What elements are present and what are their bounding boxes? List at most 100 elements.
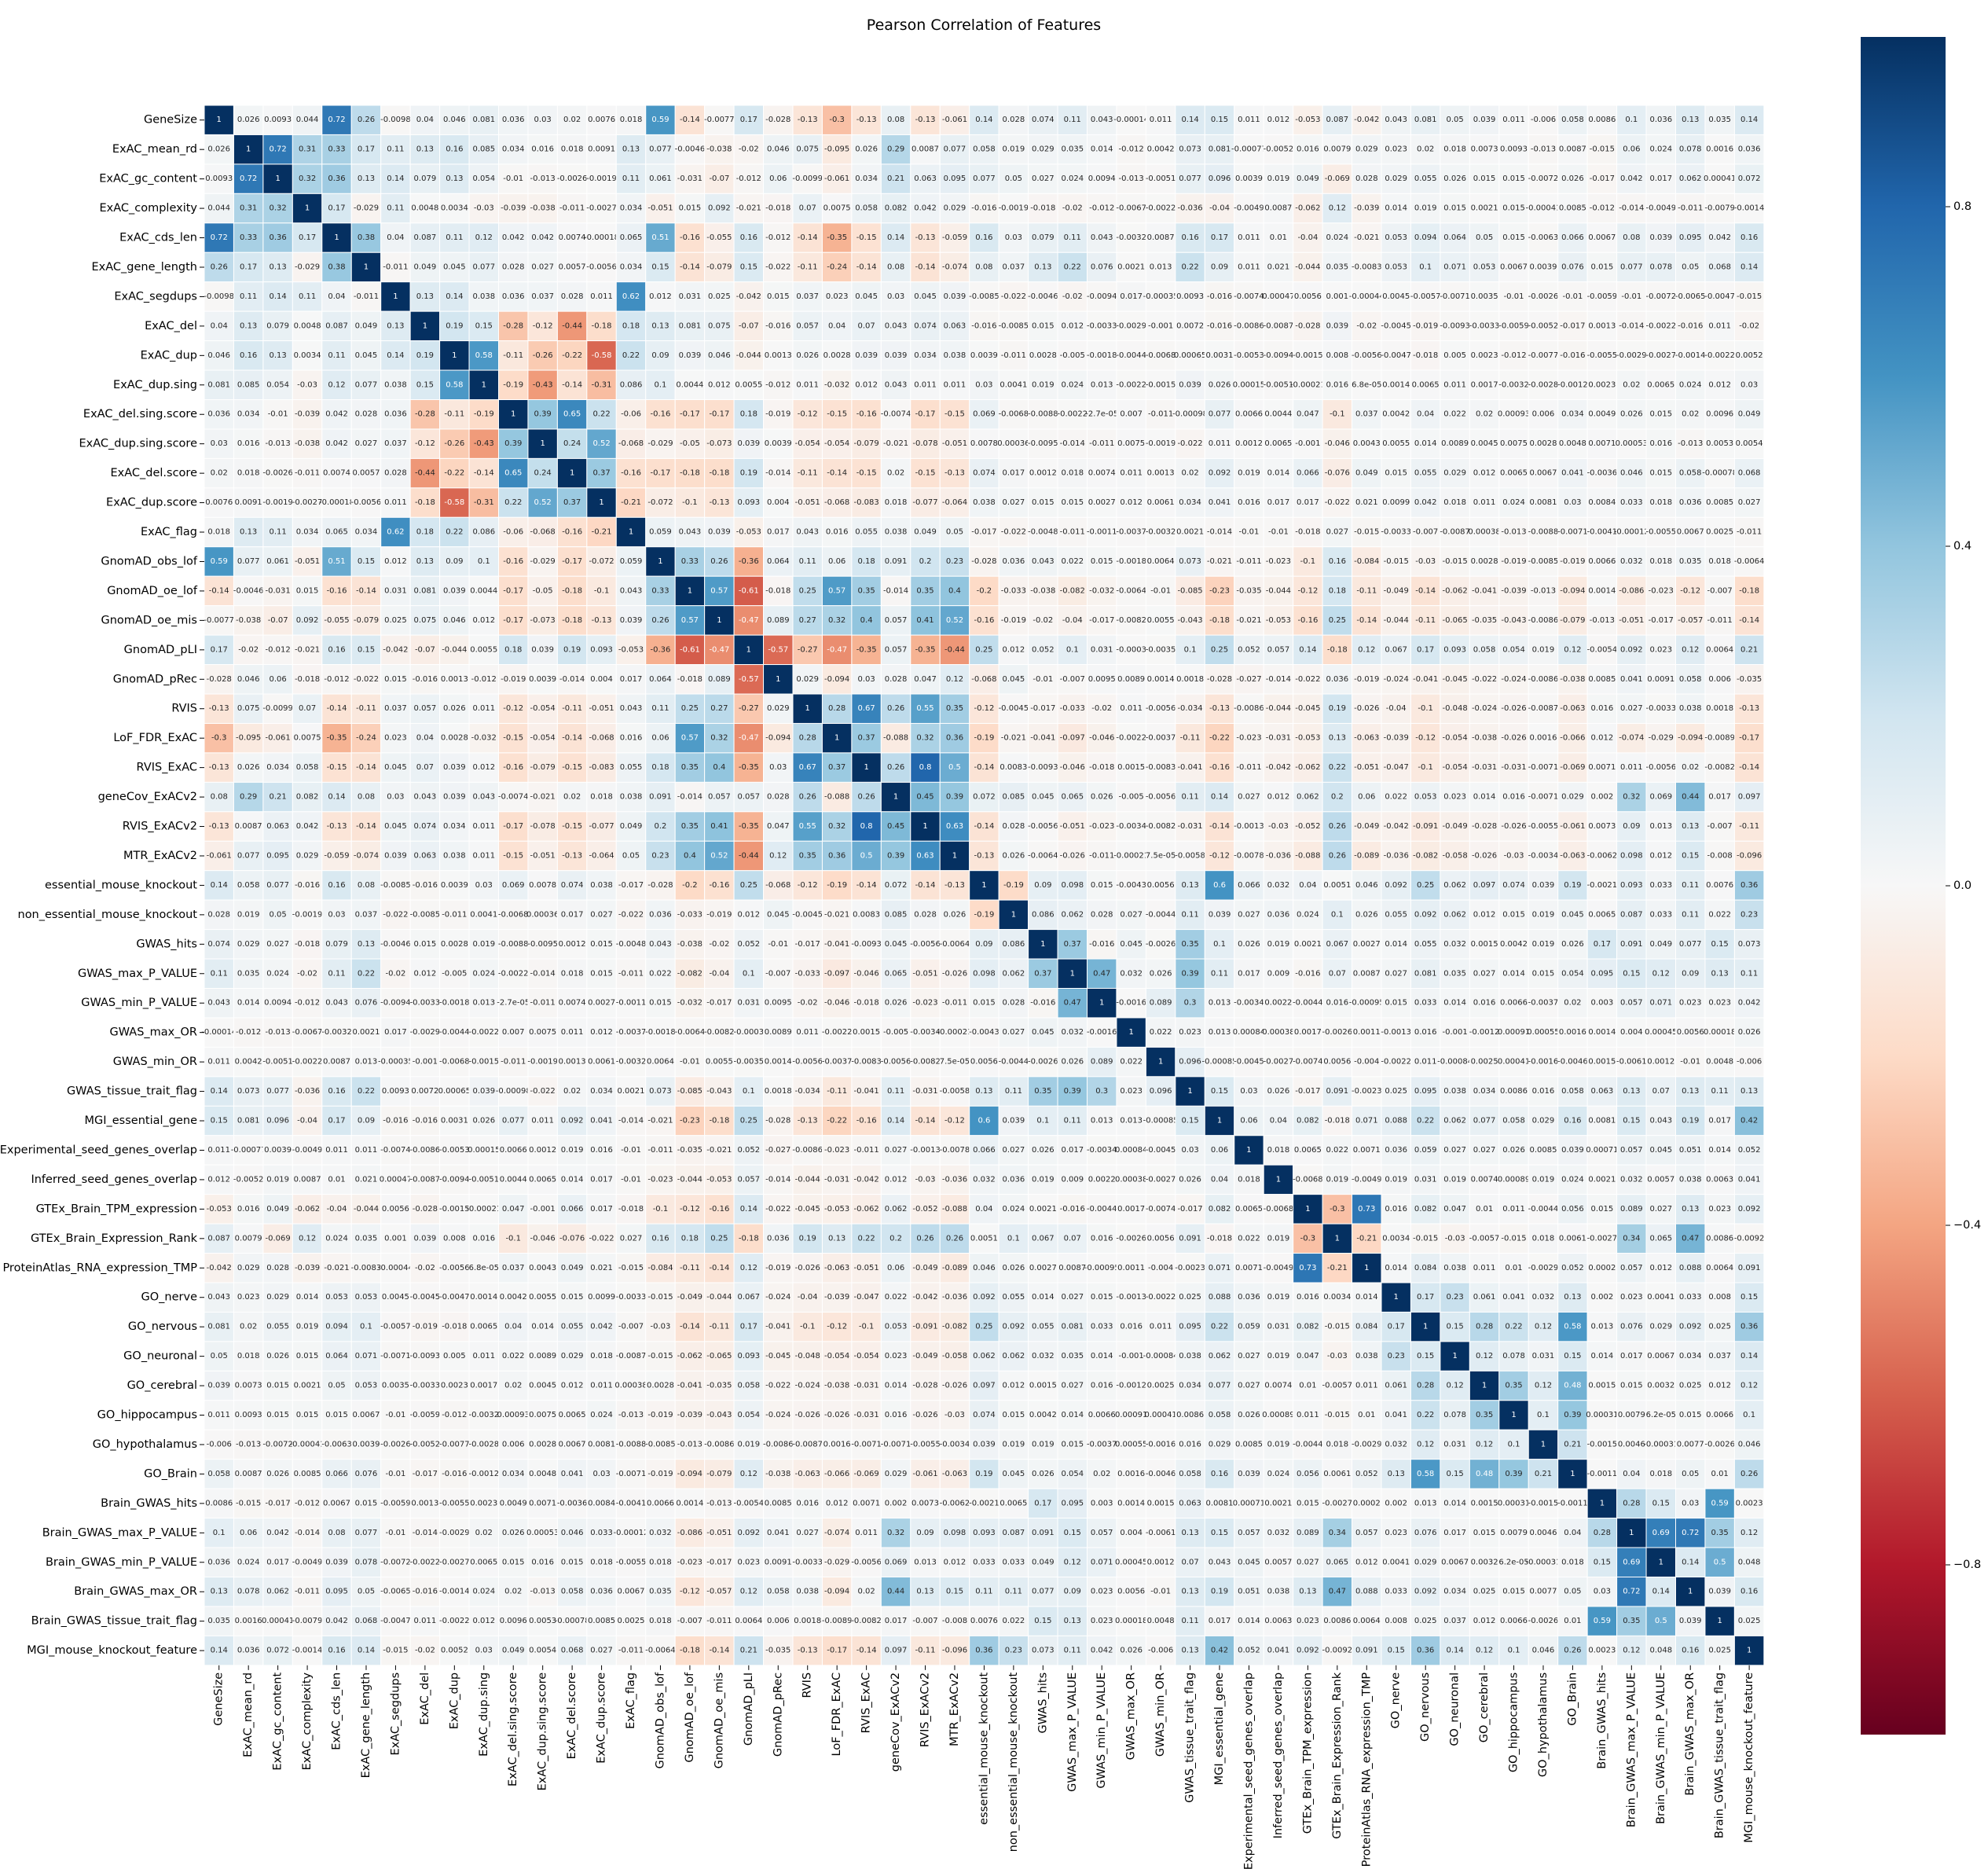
cell-value-label: 0.0044 bbox=[676, 380, 703, 389]
heatmap-cell bbox=[586, 105, 617, 135]
cell-value-label: -0.036 bbox=[1384, 851, 1409, 860]
cell-value-label: 0.019 bbox=[1532, 910, 1555, 919]
cell-value-label: -0.017 bbox=[1030, 704, 1055, 713]
cell-value-label: -0.15 bbox=[856, 469, 877, 478]
cell-value-label: 0.039 bbox=[443, 793, 466, 802]
cell-value-label: 0.088 bbox=[1209, 1293, 1231, 1302]
cell-value-label: 0.003 bbox=[1591, 999, 1614, 1008]
cell-value-label: 0.1 bbox=[1743, 1411, 1755, 1419]
cell-value-label: 0.042 bbox=[502, 233, 525, 242]
cell-value-label: -0.0082 bbox=[704, 1028, 735, 1037]
cell-value-label: 0.0091 bbox=[588, 145, 615, 154]
cell-value-label: 0.015 bbox=[296, 1352, 319, 1360]
cell-value-label: -0.0053 bbox=[1234, 351, 1264, 360]
cell-value-label: 1 bbox=[1364, 1264, 1369, 1272]
cell-value-label: 0.0072 bbox=[411, 1087, 438, 1096]
cell-value-label: 0.019 bbox=[296, 1323, 319, 1331]
cell-value-label: -0.018 bbox=[854, 999, 879, 1008]
cell-value-label: -0.0064 bbox=[1116, 586, 1146, 595]
cell-value-label: -0.0049 bbox=[292, 1146, 323, 1155]
cell-value-label: -0.00077 bbox=[231, 1146, 266, 1155]
cell-value-label: 0.01 bbox=[1711, 1470, 1729, 1478]
cell-value-label: 0.054 bbox=[738, 1411, 761, 1419]
cell-value-label: -0.0027 bbox=[1587, 1234, 1618, 1243]
cell-value-label: -0.041 bbox=[1472, 586, 1497, 595]
cell-value-label: 0.015 bbox=[1502, 233, 1525, 242]
cell-value-label: -0.029 bbox=[1649, 734, 1674, 743]
cell-value-label: 0.11 bbox=[328, 969, 345, 978]
cell-value-label: -0.13 bbox=[327, 822, 347, 831]
cell-value-label: 0.025 bbox=[1385, 1087, 1407, 1096]
cell-value-label: 0.043 bbox=[885, 380, 908, 389]
cell-value-label: -0.01 bbox=[1621, 292, 1641, 301]
cell-value-label: 0.0061 bbox=[1323, 1470, 1351, 1478]
cell-value-label: 0.0014 bbox=[1588, 586, 1616, 595]
cell-value-label: 0.014 bbox=[1267, 469, 1290, 478]
cell-value-label: 1 bbox=[452, 351, 457, 360]
cell-value-label: -0.044 bbox=[1295, 263, 1320, 271]
heatmap-cell bbox=[880, 134, 911, 165]
cell-value-label: 0.0021 bbox=[1029, 1205, 1057, 1214]
cell-value-label: 0.17 bbox=[358, 145, 375, 154]
cell-value-label: -0.14 bbox=[680, 116, 700, 124]
cell-value-label: -0.35 bbox=[827, 233, 847, 242]
cell-value-label: 0.042 bbox=[1620, 174, 1643, 183]
cell-value-label: -0.01 bbox=[680, 1058, 700, 1067]
cell-value-label: -0.029 bbox=[354, 204, 379, 213]
cell-value-label: 0.0031 bbox=[1206, 351, 1234, 360]
cell-value-label: 0.0021 bbox=[352, 1028, 380, 1037]
cell-value-label: 0.0042 bbox=[500, 1293, 527, 1302]
cell-value-label: 0.018 bbox=[237, 1352, 260, 1360]
heatmap-cell bbox=[350, 134, 382, 165]
cell-value-label: 0.039 bbox=[443, 586, 466, 595]
cell-value-label: 0.053 bbox=[355, 1293, 378, 1302]
cell-value-label: 0.092 bbox=[1679, 1323, 1702, 1331]
cell-value-label: 0.074 bbox=[1502, 881, 1525, 890]
cell-value-label: 0.014 bbox=[1502, 969, 1525, 978]
cell-value-label: 0.018 bbox=[1443, 145, 1466, 154]
cell-value-label: -0.085 bbox=[1177, 586, 1202, 595]
cell-value-label: -0.023 bbox=[1266, 557, 1291, 566]
cell-value-label: -0.11 bbox=[1180, 734, 1201, 743]
cell-value-label: 0.0083 bbox=[853, 910, 880, 919]
cell-value-label: 0.055 bbox=[1032, 1323, 1055, 1331]
cell-value-label: 0.043 bbox=[325, 999, 348, 1008]
cell-value-label: -0.049 bbox=[677, 1293, 702, 1302]
cell-value-label: -0.001 bbox=[1148, 321, 1173, 330]
cell-value-label: 1 bbox=[1187, 1087, 1192, 1096]
cell-value-label: 0.057 bbox=[796, 321, 819, 330]
cell-value-label: -0.0077 bbox=[1528, 351, 1559, 360]
cell-value-label: 0.074 bbox=[414, 822, 437, 831]
cell-value-label: 0.0093 bbox=[264, 116, 292, 124]
cell-value-label: 0.03 bbox=[387, 793, 404, 802]
cell-value-label: -0.026 bbox=[1354, 704, 1379, 713]
cell-value-label: 0.47 bbox=[1064, 999, 1081, 1008]
cell-value-label: 0.0086 bbox=[1176, 1411, 1204, 1419]
cell-value-label: 0.029 bbox=[237, 1264, 260, 1272]
cell-value-label: 0.12 bbox=[1476, 1352, 1493, 1360]
cell-value-label: 0.011 bbox=[1238, 116, 1260, 124]
cell-value-label: -0.03 bbox=[1415, 557, 1436, 566]
cell-value-label: 0.0041 bbox=[1647, 1293, 1674, 1302]
cell-value-label: 0.075 bbox=[414, 616, 437, 625]
cell-value-label: 0.00015 bbox=[1233, 380, 1265, 389]
cell-value-label: 0.012 bbox=[855, 380, 878, 389]
cell-value-label: -0.074 bbox=[942, 263, 967, 271]
cell-value-label: 0.026 bbox=[1238, 1411, 1260, 1419]
cell-value-label: 0.012 bbox=[708, 380, 731, 389]
cell-value-label: 0.027 bbox=[1003, 498, 1025, 507]
cell-value-label: -0.026 bbox=[1501, 822, 1526, 831]
cell-value-label: -0.19 bbox=[974, 910, 994, 919]
cell-value-label: 0.0067 bbox=[1677, 528, 1704, 537]
cell-value-label: 1 bbox=[1246, 1146, 1251, 1155]
cell-value-label: 1 bbox=[834, 734, 839, 743]
cell-value-label: 0.027 bbox=[1443, 1146, 1466, 1155]
cell-value-label: 0.0018 bbox=[765, 1087, 792, 1096]
cell-value-label: -0.031 bbox=[266, 586, 291, 595]
heatmap-cell bbox=[1410, 134, 1441, 165]
cell-value-label: 0.058 bbox=[1473, 645, 1496, 654]
cell-value-label: -0.0071 bbox=[1528, 763, 1559, 772]
cell-value-label: 0.046 bbox=[708, 351, 731, 360]
cell-value-label: -0.15 bbox=[503, 851, 523, 860]
cell-value-label: -0.013 bbox=[266, 439, 291, 448]
